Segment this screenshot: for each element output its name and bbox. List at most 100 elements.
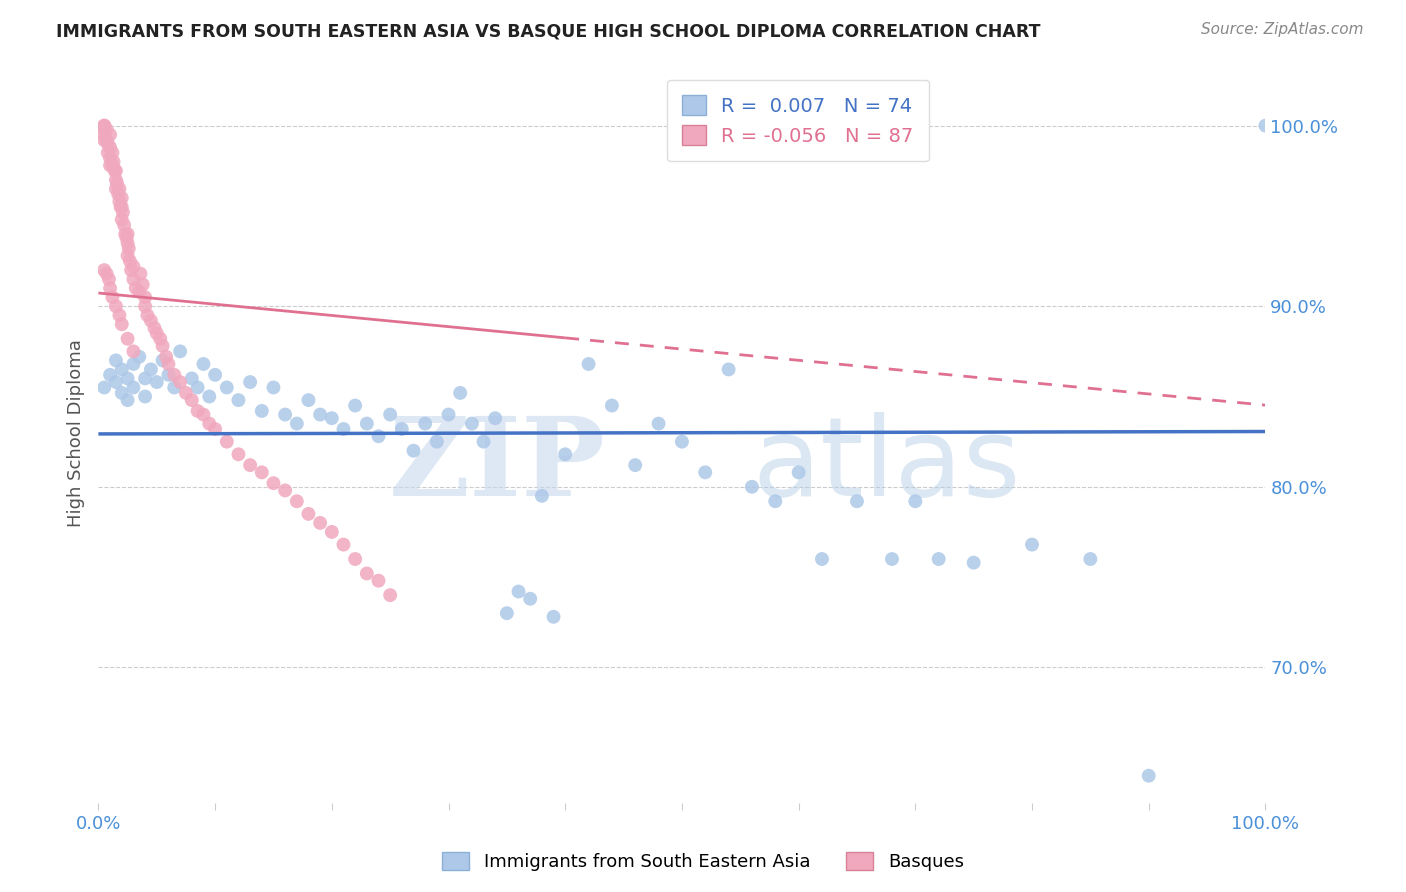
- Point: [128, 350, 150, 364]
- Point: [149, 332, 172, 346]
- Point: [155, 350, 177, 364]
- Legend: Immigrants from South Eastern Asia, Basques: Immigrants from South Eastern Asia, Basq…: [434, 845, 972, 879]
- Point: [187, 380, 209, 394]
- Point: [125, 281, 148, 295]
- Point: [530, 489, 553, 503]
- Point: [134, 390, 156, 404]
- Point: [104, 375, 127, 389]
- Point: [413, 417, 436, 431]
- Point: [600, 399, 623, 413]
- Point: [122, 344, 145, 359]
- Point: [169, 375, 191, 389]
- Point: [228, 393, 250, 408]
- Point: [139, 313, 162, 327]
- Point: [1080, 552, 1102, 566]
- Point: [811, 552, 834, 566]
- Point: [519, 591, 541, 606]
- Point: [193, 357, 215, 371]
- Point: [146, 326, 169, 341]
- Point: [97, 145, 120, 160]
- Point: [108, 194, 131, 209]
- Point: [204, 368, 226, 382]
- Point: [180, 393, 202, 408]
- Point: [117, 393, 139, 408]
- Point: [98, 368, 121, 382]
- Point: [111, 362, 134, 376]
- Point: [449, 385, 471, 400]
- Point: [117, 371, 139, 385]
- Point: [671, 434, 693, 449]
- Point: [98, 140, 121, 154]
- Point: [117, 249, 139, 263]
- Point: [717, 362, 740, 376]
- Point: [104, 353, 127, 368]
- Point: [332, 422, 354, 436]
- Point: [93, 128, 115, 142]
- Point: [250, 466, 273, 480]
- Point: [122, 260, 145, 274]
- Point: [96, 133, 118, 147]
- Point: [111, 200, 134, 214]
- Point: [391, 422, 413, 436]
- Point: [115, 230, 138, 244]
- Text: atlas: atlas: [752, 412, 1021, 519]
- Point: [332, 538, 354, 552]
- Point: [163, 380, 186, 394]
- Point: [380, 408, 402, 422]
- Point: [139, 362, 162, 376]
- Point: [93, 119, 115, 133]
- Point: [239, 375, 262, 389]
- Point: [93, 133, 115, 147]
- Point: [105, 177, 128, 191]
- Point: [163, 368, 186, 382]
- Point: [157, 368, 180, 382]
- Point: [787, 466, 810, 480]
- Point: [129, 267, 152, 281]
- Point: [122, 272, 145, 286]
- Point: [846, 494, 869, 508]
- Point: [928, 552, 950, 566]
- Point: [367, 574, 389, 588]
- Point: [204, 422, 226, 436]
- Point: [101, 158, 124, 172]
- Point: [143, 321, 166, 335]
- Point: [380, 588, 402, 602]
- Point: [93, 380, 115, 394]
- Point: [461, 417, 484, 431]
- Point: [169, 344, 191, 359]
- Text: IMMIGRANTS FROM SOUTH EASTERN ASIA VS BASQUE HIGH SCHOOL DIPLOMA CORRELATION CHA: IMMIGRANTS FROM SOUTH EASTERN ASIA VS BA…: [56, 22, 1040, 40]
- Point: [484, 411, 506, 425]
- Point: [152, 353, 174, 368]
- Point: [285, 417, 308, 431]
- Point: [96, 122, 118, 136]
- Point: [117, 227, 139, 241]
- Point: [108, 182, 131, 196]
- Point: [274, 483, 297, 498]
- Point: [880, 552, 903, 566]
- Point: [97, 272, 120, 286]
- Point: [554, 447, 576, 461]
- Point: [104, 163, 127, 178]
- Point: [93, 263, 115, 277]
- Point: [107, 187, 129, 202]
- Point: [117, 332, 139, 346]
- Text: Source: ZipAtlas.com: Source: ZipAtlas.com: [1201, 22, 1364, 37]
- Point: [187, 404, 209, 418]
- Point: [104, 299, 127, 313]
- Point: [101, 290, 124, 304]
- Point: [157, 357, 180, 371]
- Point: [496, 606, 519, 620]
- Point: [763, 494, 786, 508]
- Point: [262, 380, 284, 394]
- Point: [309, 408, 332, 422]
- Point: [285, 494, 308, 508]
- Point: [104, 182, 127, 196]
- Point: [180, 371, 202, 385]
- Point: [1137, 769, 1160, 783]
- Text: ZIP: ZIP: [389, 412, 606, 519]
- Point: [103, 154, 125, 169]
- Point: [101, 145, 124, 160]
- Point: [136, 308, 159, 322]
- Point: [1254, 119, 1277, 133]
- Point: [174, 385, 197, 400]
